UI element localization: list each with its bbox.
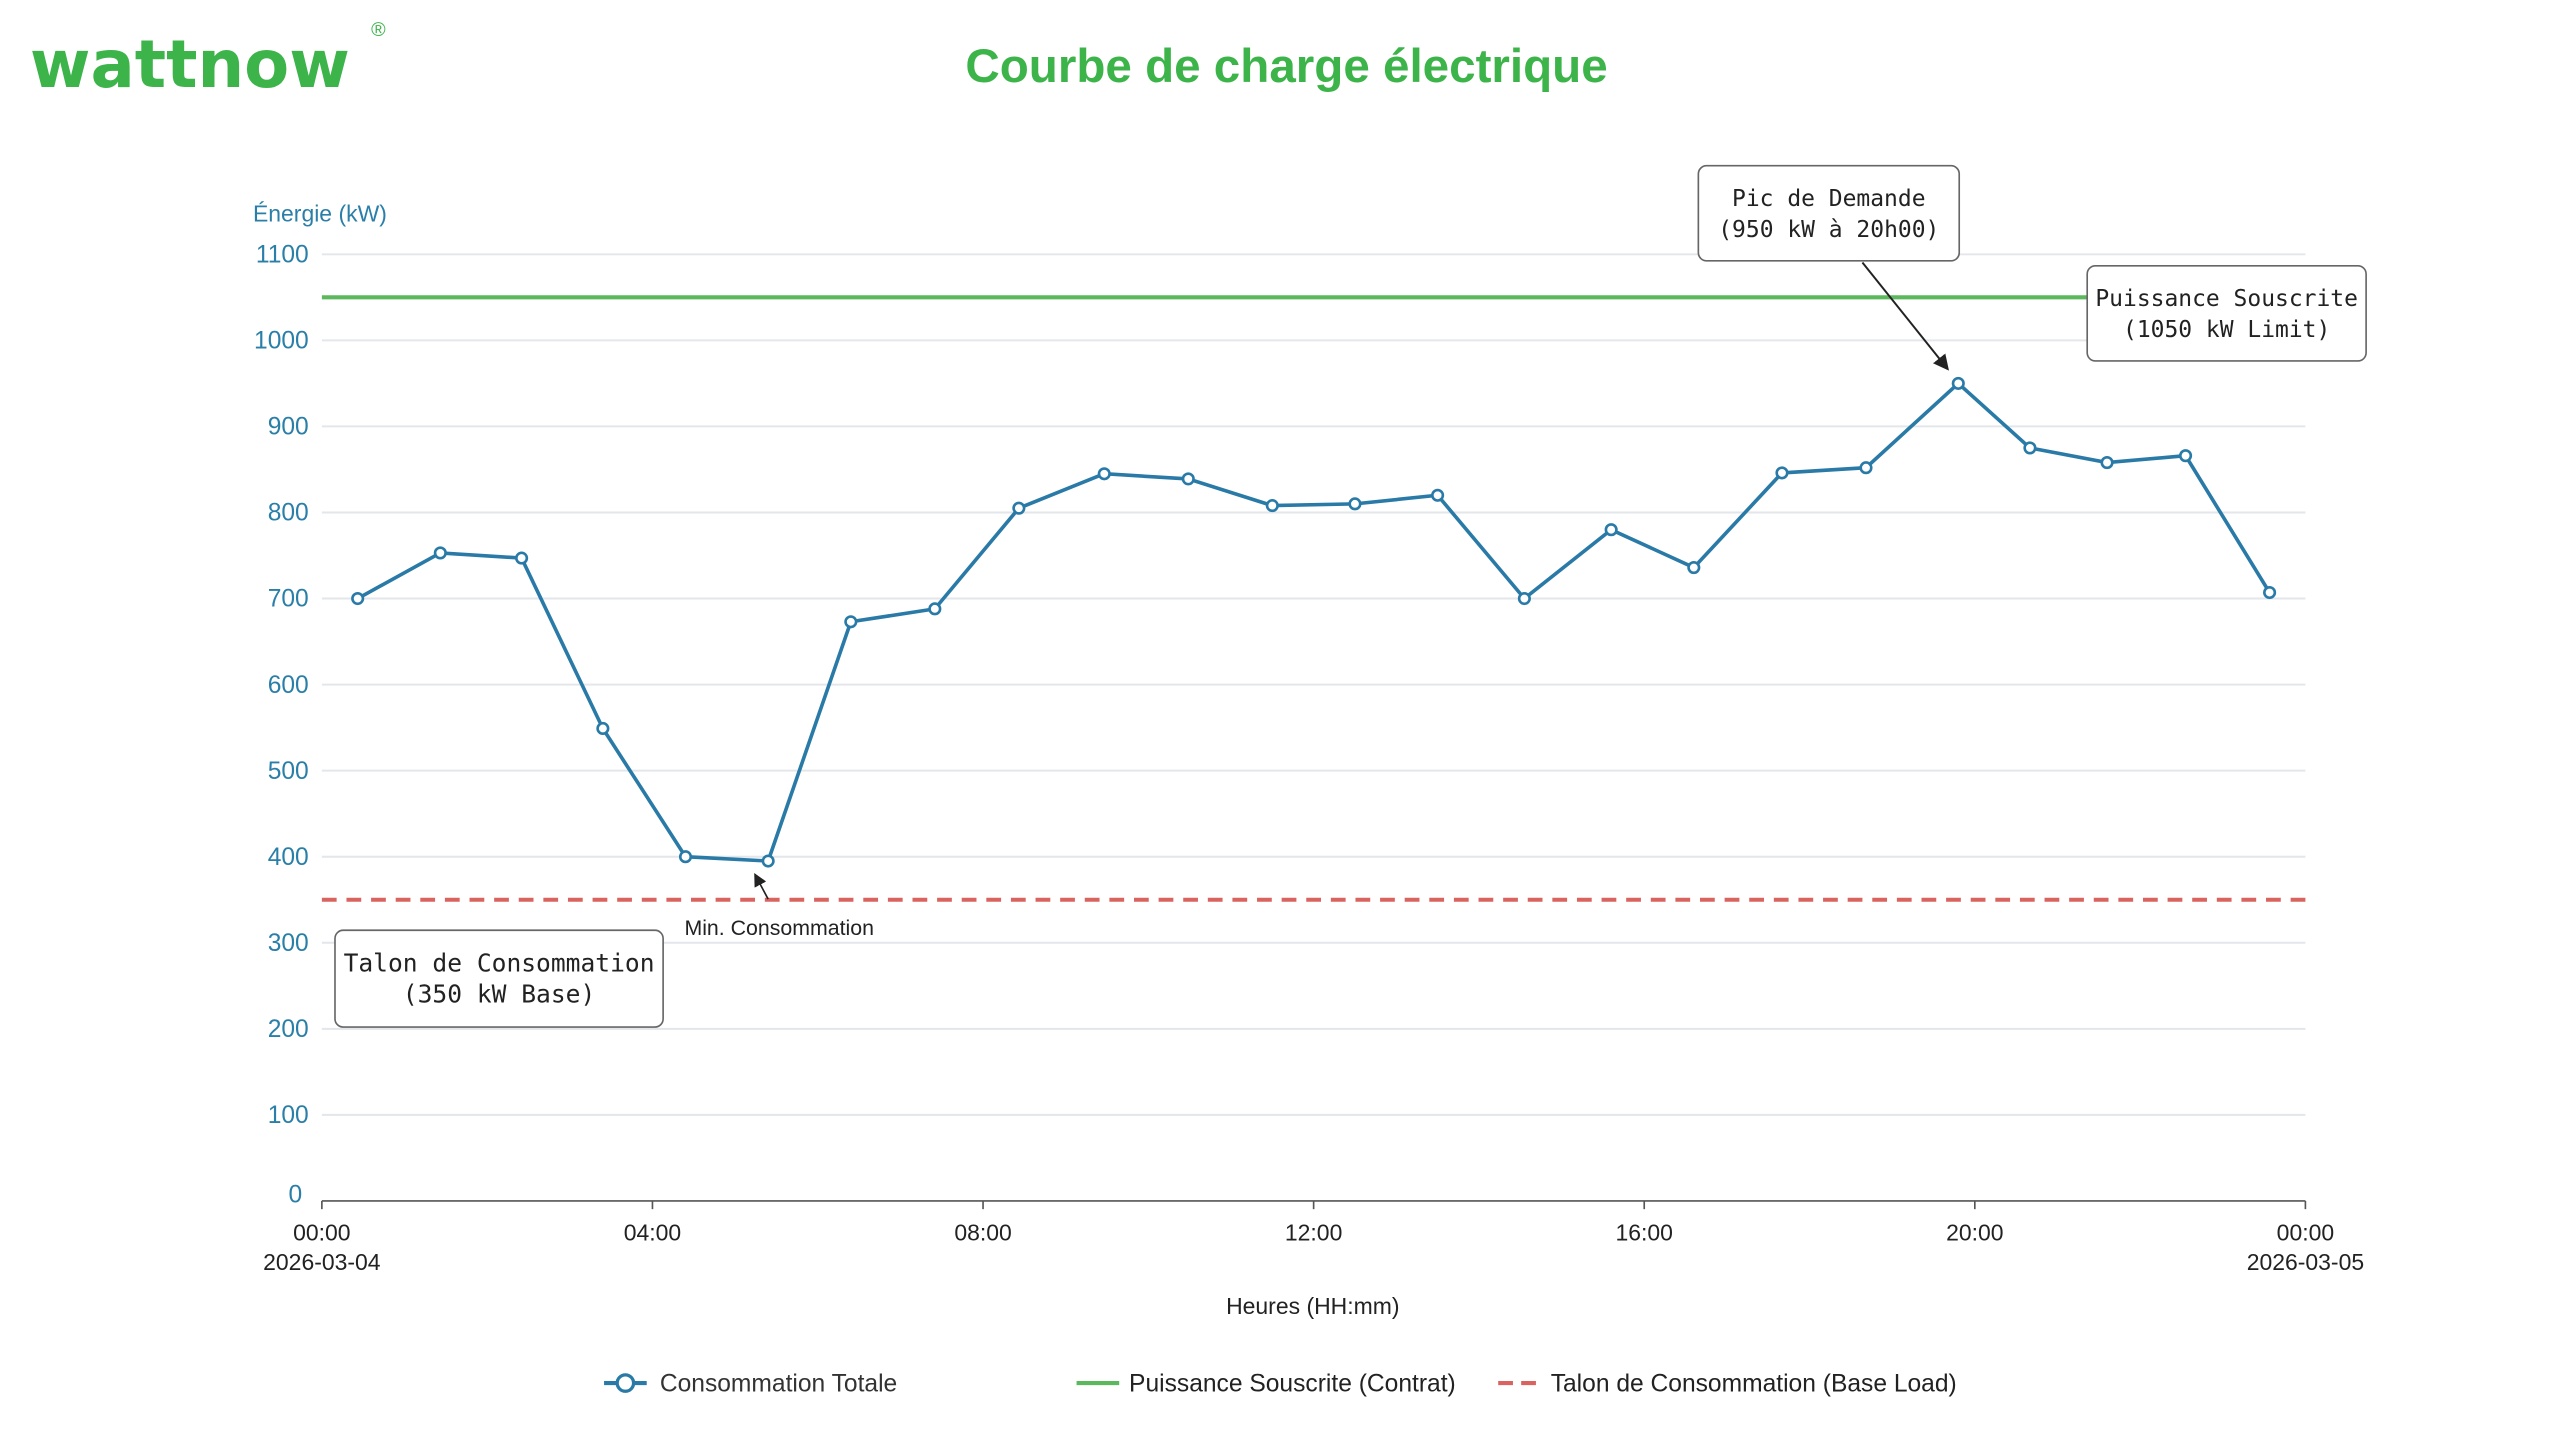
min-arrow (754, 873, 769, 900)
data-point (1012, 501, 1026, 515)
y-tick-label: 500 (268, 758, 309, 785)
y-tick-label: 100 (268, 1102, 309, 1129)
logo-registered-mark: ® (371, 19, 386, 41)
contract-annotation-box (2086, 264, 2367, 362)
data-point (1604, 523, 1618, 537)
y-tick-label: 300 (268, 930, 309, 957)
data-point (596, 721, 610, 736)
peak-annotation-box (1697, 164, 1961, 262)
base-annotation-text: (350 kW Base) (403, 979, 596, 1008)
x-tick-label: 08:00 (954, 1219, 1011, 1245)
base-annotation-text: Talon de Consommation (344, 948, 655, 977)
y-tick-label: 1100 (256, 242, 309, 269)
data-point (1859, 461, 1873, 475)
legend-contract-label: Puissance Souscrite (Contrat) (1129, 1370, 1456, 1397)
data-point (1431, 488, 1445, 502)
peak-arrow (1861, 261, 1949, 371)
y-tick-label: 700 (268, 586, 309, 613)
data-point (433, 546, 447, 560)
y-tick-label: 800 (268, 500, 309, 527)
data-point (1951, 376, 1965, 390)
x-tick-label: 20:00 (1946, 1219, 2003, 1245)
data-point (1265, 499, 1279, 513)
min-annotation-text: Min. Consommation (684, 916, 874, 940)
x-axis-label: Heures (HH:mm) (1226, 1293, 1399, 1319)
data-point (844, 615, 858, 629)
legend-consommation-label: Consommation Totale (660, 1370, 897, 1397)
data-point (1517, 591, 1531, 606)
x-tick-label: 12:00 (1285, 1219, 1342, 1245)
data-point (2263, 585, 2277, 600)
data-point (1687, 560, 1701, 575)
data-point (2023, 441, 2037, 455)
data-point (1775, 466, 1789, 480)
data-point (761, 854, 775, 868)
y-tick-label: 0 (288, 1182, 302, 1209)
data-point (2100, 456, 2114, 470)
x-tick-date: 2026-03-04 (263, 1249, 381, 1275)
legend-base-label: Talon de Consommation (Base Load) (1551, 1370, 1957, 1397)
x-tick-date: 2026-03-05 (2247, 1249, 2364, 1275)
data-point (1181, 472, 1195, 486)
page-title: Courbe de charge électrique (965, 40, 1607, 93)
data-point (678, 850, 693, 864)
legend-marker (615, 1373, 636, 1393)
x-tick-label: 00:00 (293, 1219, 350, 1245)
peak-annotation-text: (950 kW à 20h00) (1718, 217, 1939, 243)
logo-text: wattnow (30, 27, 350, 103)
consommation-line (356, 380, 2272, 863)
y-tick-label: 200 (268, 1016, 309, 1043)
x-tick-label: 04:00 (624, 1219, 681, 1245)
y-tick-label: 1000 (254, 328, 309, 355)
contract-annotation-text: (1050 kW Limit) (2123, 317, 2330, 343)
x-tick-label: 00:00 (2277, 1219, 2334, 1245)
data-point (351, 591, 365, 606)
logo: wattnow ® (30, 19, 386, 103)
base-annotation-box (334, 929, 664, 1028)
peak-annotation-text: Pic de Demande (1732, 186, 1925, 212)
y-tick-label: 600 (268, 672, 309, 699)
data-point (515, 551, 529, 565)
y-axis-label: Énergie (kW) (253, 200, 387, 226)
x-tick-label: 16:00 (1615, 1219, 1672, 1245)
legend: Consommation Totale Puissance Souscrite (… (604, 1370, 1957, 1397)
data-point (928, 602, 942, 616)
y-tick-label: 400 (268, 844, 309, 871)
y-tick-label: 900 (268, 414, 309, 441)
data-point (2179, 449, 2193, 463)
contract-annotation-text: Puissance Souscrite (2095, 286, 2358, 312)
data-point (1097, 467, 1111, 481)
data-point (1348, 497, 1362, 511)
